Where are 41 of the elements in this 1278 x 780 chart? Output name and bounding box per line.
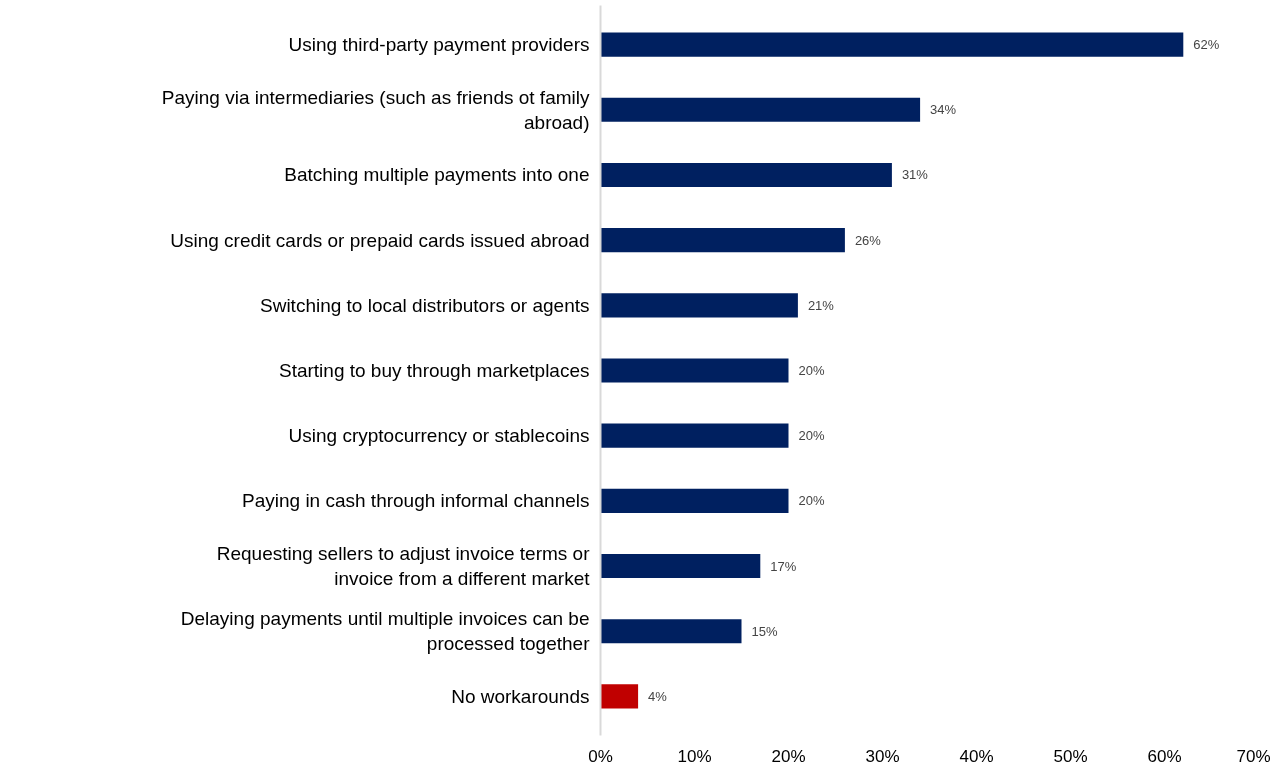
y-tick-label: Requesting sellers to adjust invoice terms or invoice from a different market xyxy=(216,542,591,590)
bar xyxy=(600,423,789,448)
x-tick-label: 30% xyxy=(865,746,900,766)
data-label: 26% xyxy=(854,232,882,248)
data-label: 20% xyxy=(798,493,825,509)
x-tick-label: 50% xyxy=(1053,746,1088,766)
bar xyxy=(600,32,1184,57)
bar xyxy=(600,619,742,644)
data-label: 21% xyxy=(807,297,835,313)
data-label: 17% xyxy=(770,558,797,574)
bar xyxy=(600,684,639,709)
y-tick-label: Starting to buy through marketplaces xyxy=(279,360,590,381)
bar xyxy=(600,553,761,579)
y-tick-label: Batching multiple payments into one xyxy=(284,164,590,186)
x-tick-label: 40% xyxy=(959,746,994,766)
y-tick-label: Paying via intermediaries (such as friends ot family abroad) xyxy=(161,86,590,133)
bar xyxy=(600,97,921,122)
data-label: 4% xyxy=(648,688,668,704)
y-tick-label: Using credit cards or prepaid cards issued abroad xyxy=(170,229,590,251)
bar xyxy=(600,228,845,253)
y-tick-label: Switching to local distributors or agents xyxy=(260,294,590,316)
data-label: 31% xyxy=(901,167,929,183)
x-tick-label: 10% xyxy=(677,746,712,766)
data-label: 34% xyxy=(930,102,957,118)
y-tick-label: Using cryptocurrency or stablecoins xyxy=(288,425,590,447)
data-label: 15% xyxy=(751,623,778,639)
y-tick-label: No workarounds xyxy=(451,685,590,707)
data-label: 20% xyxy=(798,363,825,378)
x-tick-label: 60% xyxy=(1147,746,1182,766)
bar xyxy=(600,358,789,383)
y-tick-label: Using third-party payment providers xyxy=(288,34,590,56)
y-tick-label: Paying in cash through informal channels xyxy=(242,490,590,512)
data-label: 62% xyxy=(1193,37,1220,53)
bar xyxy=(600,488,789,513)
x-tick-label: 0% xyxy=(588,746,613,766)
x-tick-label: 70% xyxy=(1236,746,1271,766)
bar xyxy=(600,293,798,318)
y-tick-label: Delaying payments until multiple invoices can be processed together xyxy=(180,608,591,655)
bar xyxy=(600,162,892,188)
x-tick-label: 20% xyxy=(771,746,806,766)
data-label: 20% xyxy=(798,428,825,444)
